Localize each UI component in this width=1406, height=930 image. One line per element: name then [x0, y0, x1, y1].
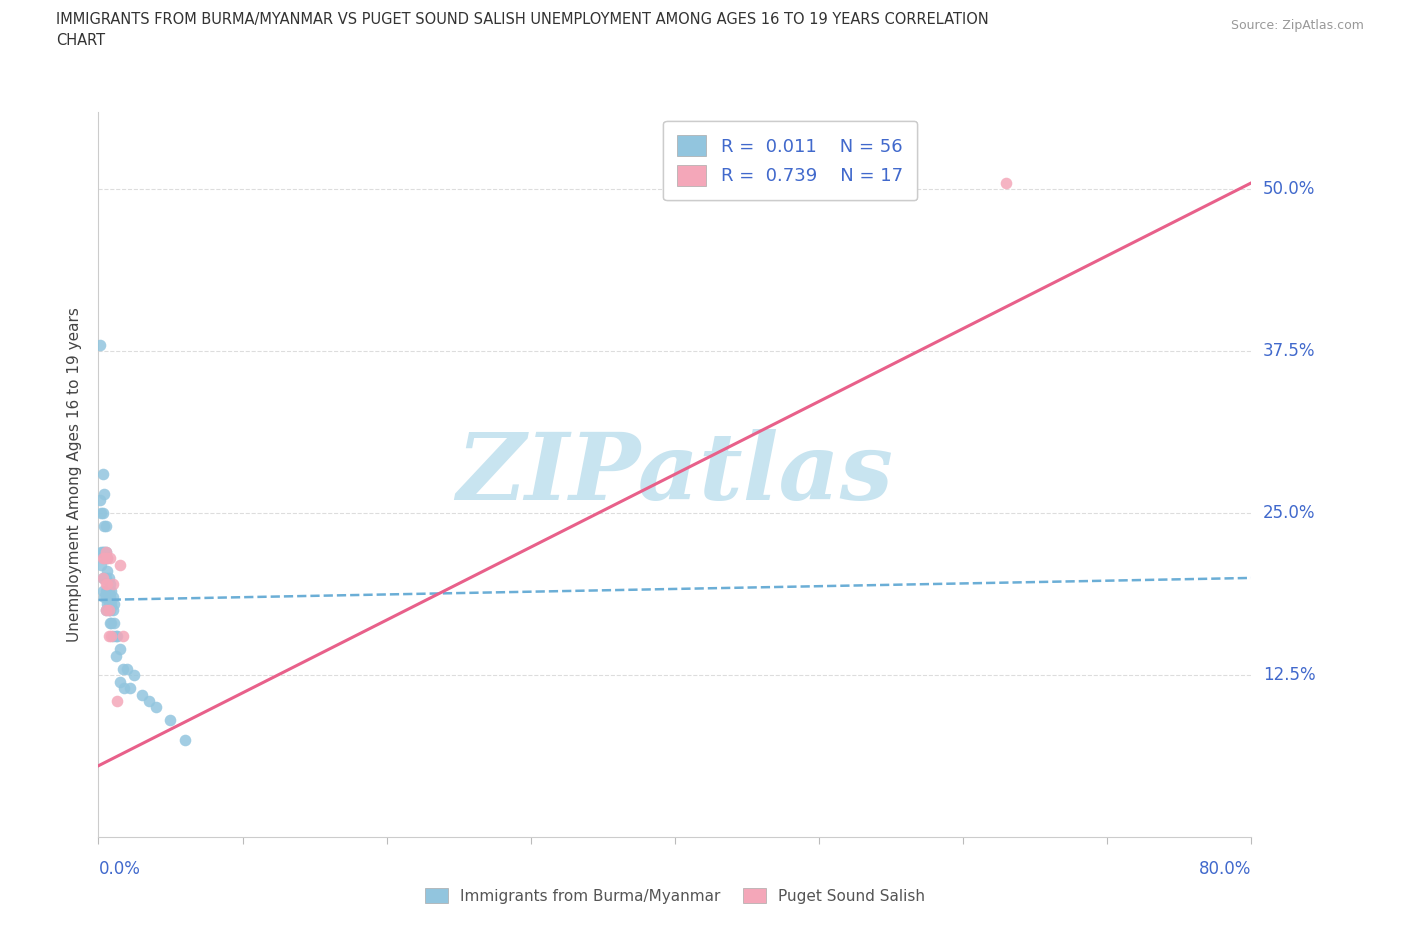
Text: 12.5%: 12.5%: [1263, 666, 1316, 684]
Point: [94, 545, 117, 560]
Point: [89, 338, 111, 352]
Point: [94, 570, 117, 585]
Text: CHART: CHART: [56, 33, 105, 47]
Point: [94, 603, 117, 618]
Point: [96, 583, 118, 598]
Point: [159, 713, 181, 728]
Y-axis label: Unemployment Among Ages 16 to 19 years: Unemployment Among Ages 16 to 19 years: [67, 307, 83, 642]
Point: [93, 519, 115, 534]
Point: [96, 551, 118, 566]
Text: 25.0%: 25.0%: [1263, 504, 1316, 522]
Point: [101, 590, 124, 604]
Point: [90, 506, 112, 521]
Point: [101, 603, 124, 618]
Point: [138, 694, 160, 709]
Point: [96, 551, 118, 566]
Point: [91, 467, 114, 482]
Point: [96, 564, 118, 578]
Text: 80.0%: 80.0%: [1199, 860, 1251, 878]
Point: [124, 668, 146, 683]
Point: [98, 590, 121, 604]
Point: [104, 629, 127, 644]
Point: [93, 545, 115, 560]
Point: [93, 570, 115, 585]
Text: 0.0%: 0.0%: [98, 860, 141, 878]
Point: [101, 577, 124, 591]
Point: [111, 661, 134, 676]
Point: [97, 629, 120, 644]
Point: [174, 733, 197, 748]
Point: [111, 629, 134, 644]
Point: [108, 558, 131, 573]
Point: [103, 616, 125, 631]
Point: [100, 616, 122, 631]
Point: [94, 603, 117, 618]
Point: [97, 583, 120, 598]
Text: ZIPatlas: ZIPatlas: [457, 430, 893, 519]
Point: [103, 596, 125, 611]
Point: [108, 674, 131, 689]
Point: [91, 583, 114, 598]
Point: [100, 596, 122, 611]
Point: [105, 629, 128, 644]
Legend: Immigrants from Burma/Myanmar, Puget Sound Salish: Immigrants from Burma/Myanmar, Puget Sou…: [418, 880, 932, 911]
Point: [91, 570, 114, 585]
Point: [94, 545, 117, 560]
Text: IMMIGRANTS FROM BURMA/MYANMAR VS PUGET SOUND SALISH UNEMPLOYMENT AMONG AGES 16 T: IMMIGRANTS FROM BURMA/MYANMAR VS PUGET S…: [56, 12, 988, 27]
Point: [100, 629, 122, 644]
Point: [112, 681, 135, 696]
Point: [131, 687, 153, 702]
Point: [96, 577, 118, 591]
Point: [91, 506, 114, 521]
Point: [98, 603, 121, 618]
Point: [91, 545, 114, 560]
Point: [94, 583, 117, 598]
Point: [94, 519, 117, 534]
Text: Source: ZipAtlas.com: Source: ZipAtlas.com: [1230, 19, 1364, 32]
Point: [104, 648, 127, 663]
Text: 37.5%: 37.5%: [1263, 342, 1316, 360]
Point: [117, 661, 138, 676]
Point: [97, 603, 120, 618]
Text: 50.0%: 50.0%: [1263, 180, 1315, 198]
Point: [94, 577, 117, 591]
Point: [100, 583, 122, 598]
Point: [93, 590, 115, 604]
Point: [101, 629, 124, 644]
Point: [145, 700, 167, 715]
Point: [98, 551, 121, 566]
Point: [97, 603, 120, 618]
Point: [89, 493, 111, 508]
Point: [97, 570, 120, 585]
Legend: R =  0.011    N = 56, R =  0.739    N = 17: R = 0.011 N = 56, R = 0.739 N = 17: [664, 121, 917, 200]
Point: [995, 176, 1018, 191]
Point: [98, 616, 121, 631]
Point: [94, 590, 117, 604]
Point: [98, 577, 121, 591]
Point: [108, 642, 131, 657]
Point: [97, 596, 120, 611]
Point: [93, 551, 115, 566]
Point: [91, 570, 114, 585]
Point: [91, 551, 114, 566]
Point: [120, 681, 142, 696]
Point: [96, 596, 118, 611]
Point: [105, 694, 128, 709]
Point: [90, 545, 112, 560]
Point: [93, 486, 115, 501]
Point: [90, 558, 112, 573]
